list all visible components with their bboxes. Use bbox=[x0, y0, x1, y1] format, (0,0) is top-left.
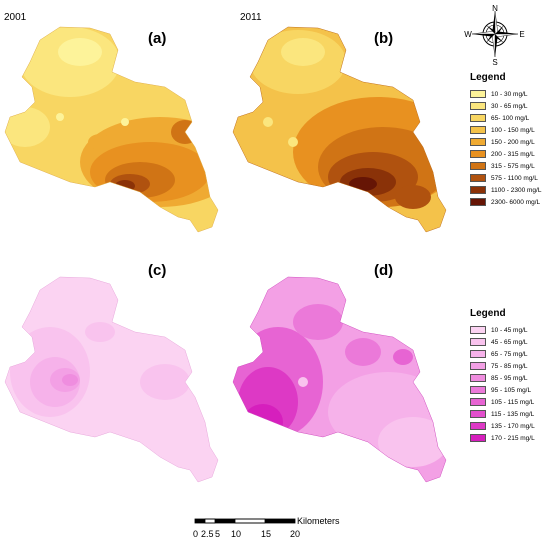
legend-bottom-swatch bbox=[470, 398, 486, 406]
legend-top-swatch bbox=[470, 174, 486, 182]
legend-bottom-item: 85 - 95 mg/L bbox=[470, 372, 528, 384]
legend-bottom-label: 170 - 215 mg/L bbox=[491, 434, 535, 442]
legend-top-swatch bbox=[470, 162, 486, 170]
legend-top-label: 30 - 65 mg/L bbox=[491, 102, 528, 110]
scale-tick-20: 20 bbox=[290, 529, 301, 539]
legend-bottom-swatch bbox=[470, 434, 486, 442]
legend-bottom-label: 105 - 115 mg/L bbox=[491, 398, 535, 406]
legend-top-title: Legend bbox=[470, 72, 506, 83]
legend-bottom-item: 10 - 45 mg/L bbox=[470, 324, 528, 336]
legend-top-label: 65- 100 mg/L bbox=[491, 114, 530, 122]
legend-top-label: 2300- 6000 mg/L bbox=[491, 198, 541, 206]
legend-bottom-swatch bbox=[470, 362, 486, 370]
compass-rose-icon: N S E W bbox=[464, 4, 524, 65]
compass-s: S bbox=[492, 58, 497, 65]
legend-bottom-label: 85 - 95 mg/L bbox=[491, 374, 528, 382]
legend-top-swatch bbox=[470, 90, 486, 98]
map-d-2011 bbox=[232, 276, 447, 483]
legend-bottom-item: 105 - 115 mg/L bbox=[470, 396, 534, 408]
legend-top-item: 65- 100 mg/L bbox=[470, 112, 529, 124]
legend-top-swatch bbox=[470, 186, 486, 194]
legend-top: Legend 10 - 30 mg/L 30 - 65 mg/L 65- 100 m… bbox=[470, 72, 548, 212]
legend-bottom: Legend 10 - 45 mg/L 45 - 65 mg/L 65 - 75 m… bbox=[470, 308, 548, 448]
scale-tick-10: 10 bbox=[231, 529, 242, 539]
legend-bottom-swatch bbox=[470, 338, 486, 346]
scale-tick-2-5: 2.5 bbox=[201, 529, 214, 539]
scale-tick-0: 0 bbox=[193, 529, 199, 539]
panel-label-d: (d) bbox=[374, 262, 394, 279]
scale-bar bbox=[194, 518, 296, 524]
panel-label-b: (b) bbox=[374, 30, 394, 47]
legend-top-label: 100 - 150 mg/L bbox=[491, 126, 535, 134]
legend-top-swatch bbox=[470, 150, 486, 158]
map-a-2001 bbox=[4, 26, 219, 233]
compass-e: E bbox=[519, 30, 524, 39]
legend-bottom-swatch bbox=[470, 326, 486, 334]
legend-top-item: 1100 - 2300 mg/L bbox=[470, 184, 541, 196]
legend-bottom-swatch bbox=[470, 386, 486, 394]
legend-bottom-swatch bbox=[470, 350, 486, 358]
legend-bottom-title: Legend bbox=[470, 308, 506, 319]
panel-label-a: (a) bbox=[148, 30, 167, 47]
compass-n: N bbox=[492, 4, 498, 13]
legend-bottom-item: 170 - 215 mg/L bbox=[470, 432, 535, 444]
legend-top-label: 10 - 30 mg/L bbox=[491, 90, 528, 98]
legend-top-swatch bbox=[470, 114, 486, 122]
year-label-2001: 2001 bbox=[4, 12, 27, 23]
legend-top-label: 150 - 200 mg/L bbox=[491, 138, 535, 146]
legend-top-item: 2300- 6000 mg/L bbox=[470, 196, 540, 208]
legend-bottom-label: 75 - 85 mg/L bbox=[491, 362, 528, 370]
legend-top-swatch bbox=[470, 102, 486, 110]
legend-top-item: 315 - 575 mg/L bbox=[470, 160, 535, 172]
legend-bottom-item: 65 - 75 mg/L bbox=[470, 348, 528, 360]
legend-top-item: 10 - 30 mg/L bbox=[470, 88, 528, 100]
legend-bottom-label: 65 - 75 mg/L bbox=[491, 350, 528, 358]
compass-w: W bbox=[464, 30, 472, 39]
legend-top-label: 200 - 315 mg/L bbox=[491, 150, 535, 158]
panel-label-c: (c) bbox=[148, 262, 167, 279]
scale-tick-5: 5 bbox=[215, 529, 221, 539]
legend-top-swatch bbox=[470, 138, 486, 146]
year-label-2011: 2011 bbox=[240, 12, 262, 23]
legend-top-swatch bbox=[470, 126, 486, 134]
map-c-2001 bbox=[4, 276, 219, 483]
legend-bottom-label: 135 - 170 mg/L bbox=[491, 422, 535, 430]
legend-top-item: 575 - 1100 mg/L bbox=[470, 172, 538, 184]
legend-bottom-item: 135 - 170 mg/L bbox=[470, 420, 535, 432]
legend-bottom-item: 45 - 65 mg/L bbox=[470, 336, 528, 348]
legend-bottom-swatch bbox=[470, 422, 486, 430]
legend-top-label: 575 - 1100 mg/L bbox=[491, 174, 538, 182]
legend-top-item: 30 - 65 mg/L bbox=[470, 100, 528, 112]
legend-bottom-label: 10 - 45 mg/L bbox=[491, 326, 528, 334]
legend-bottom-label: 45 - 65 mg/L bbox=[491, 338, 528, 346]
legend-top-label: 315 - 575 mg/L bbox=[491, 162, 535, 170]
legend-top-label: 1100 - 2300 mg/L bbox=[491, 186, 542, 194]
legend-top-item: 200 - 315 mg/L bbox=[470, 148, 535, 160]
scale-tick-15: 15 bbox=[261, 529, 272, 539]
legend-bottom-item: 95 - 105 mg/L bbox=[470, 384, 531, 396]
legend-top-swatch bbox=[470, 198, 486, 206]
map-b-2011 bbox=[232, 26, 447, 233]
legend-bottom-label: 115 - 135 mg/L bbox=[491, 410, 535, 418]
legend-bottom-item: 115 - 135 mg/L bbox=[470, 408, 534, 420]
legend-top-item: 100 - 150 mg/L bbox=[470, 124, 535, 136]
legend-bottom-swatch bbox=[470, 410, 486, 418]
legend-top-item: 150 - 200 mg/L bbox=[470, 136, 535, 148]
scale-unit-label: Kilometers bbox=[297, 516, 340, 526]
legend-bottom-item: 75 - 85 mg/L bbox=[470, 360, 528, 372]
legend-bottom-swatch bbox=[470, 374, 486, 382]
legend-bottom-label: 95 - 105 mg/L bbox=[491, 386, 532, 394]
